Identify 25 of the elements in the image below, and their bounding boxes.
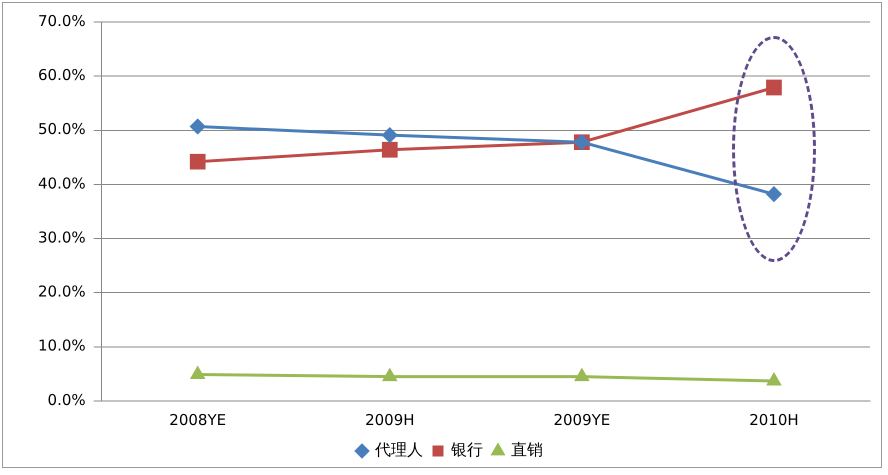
point	[191, 366, 204, 379]
x-tick-label: 2009H	[365, 410, 415, 429]
y-tick-label: 40.0%	[38, 174, 86, 192]
point	[766, 80, 782, 96]
y-tick-label: 70.0%	[38, 12, 86, 30]
point	[575, 369, 589, 382]
y-tick-label: 60.0%	[38, 66, 86, 84]
point	[190, 154, 206, 170]
point	[382, 142, 398, 158]
point	[382, 128, 398, 143]
point	[767, 373, 781, 386]
legend-label: 直销	[511, 440, 543, 460]
point	[190, 118, 206, 134]
x-tick-label: 2010H	[749, 410, 799, 429]
x-tick-label: 2008YE	[169, 410, 226, 429]
point	[383, 369, 396, 382]
y-tick-label: 0.0%	[48, 390, 86, 409]
y-tick-label: 30.0%	[38, 228, 86, 246]
point	[766, 186, 782, 202]
y-tick-label: 10.0%	[38, 336, 86, 355]
x-tick-label: 2009YE	[553, 410, 610, 429]
y-tick-label: 20.0%	[38, 282, 86, 301]
legend-label: 代理人	[374, 440, 423, 460]
legend-label: 银行	[450, 440, 483, 460]
y-tick-label: 50.0%	[38, 120, 86, 138]
